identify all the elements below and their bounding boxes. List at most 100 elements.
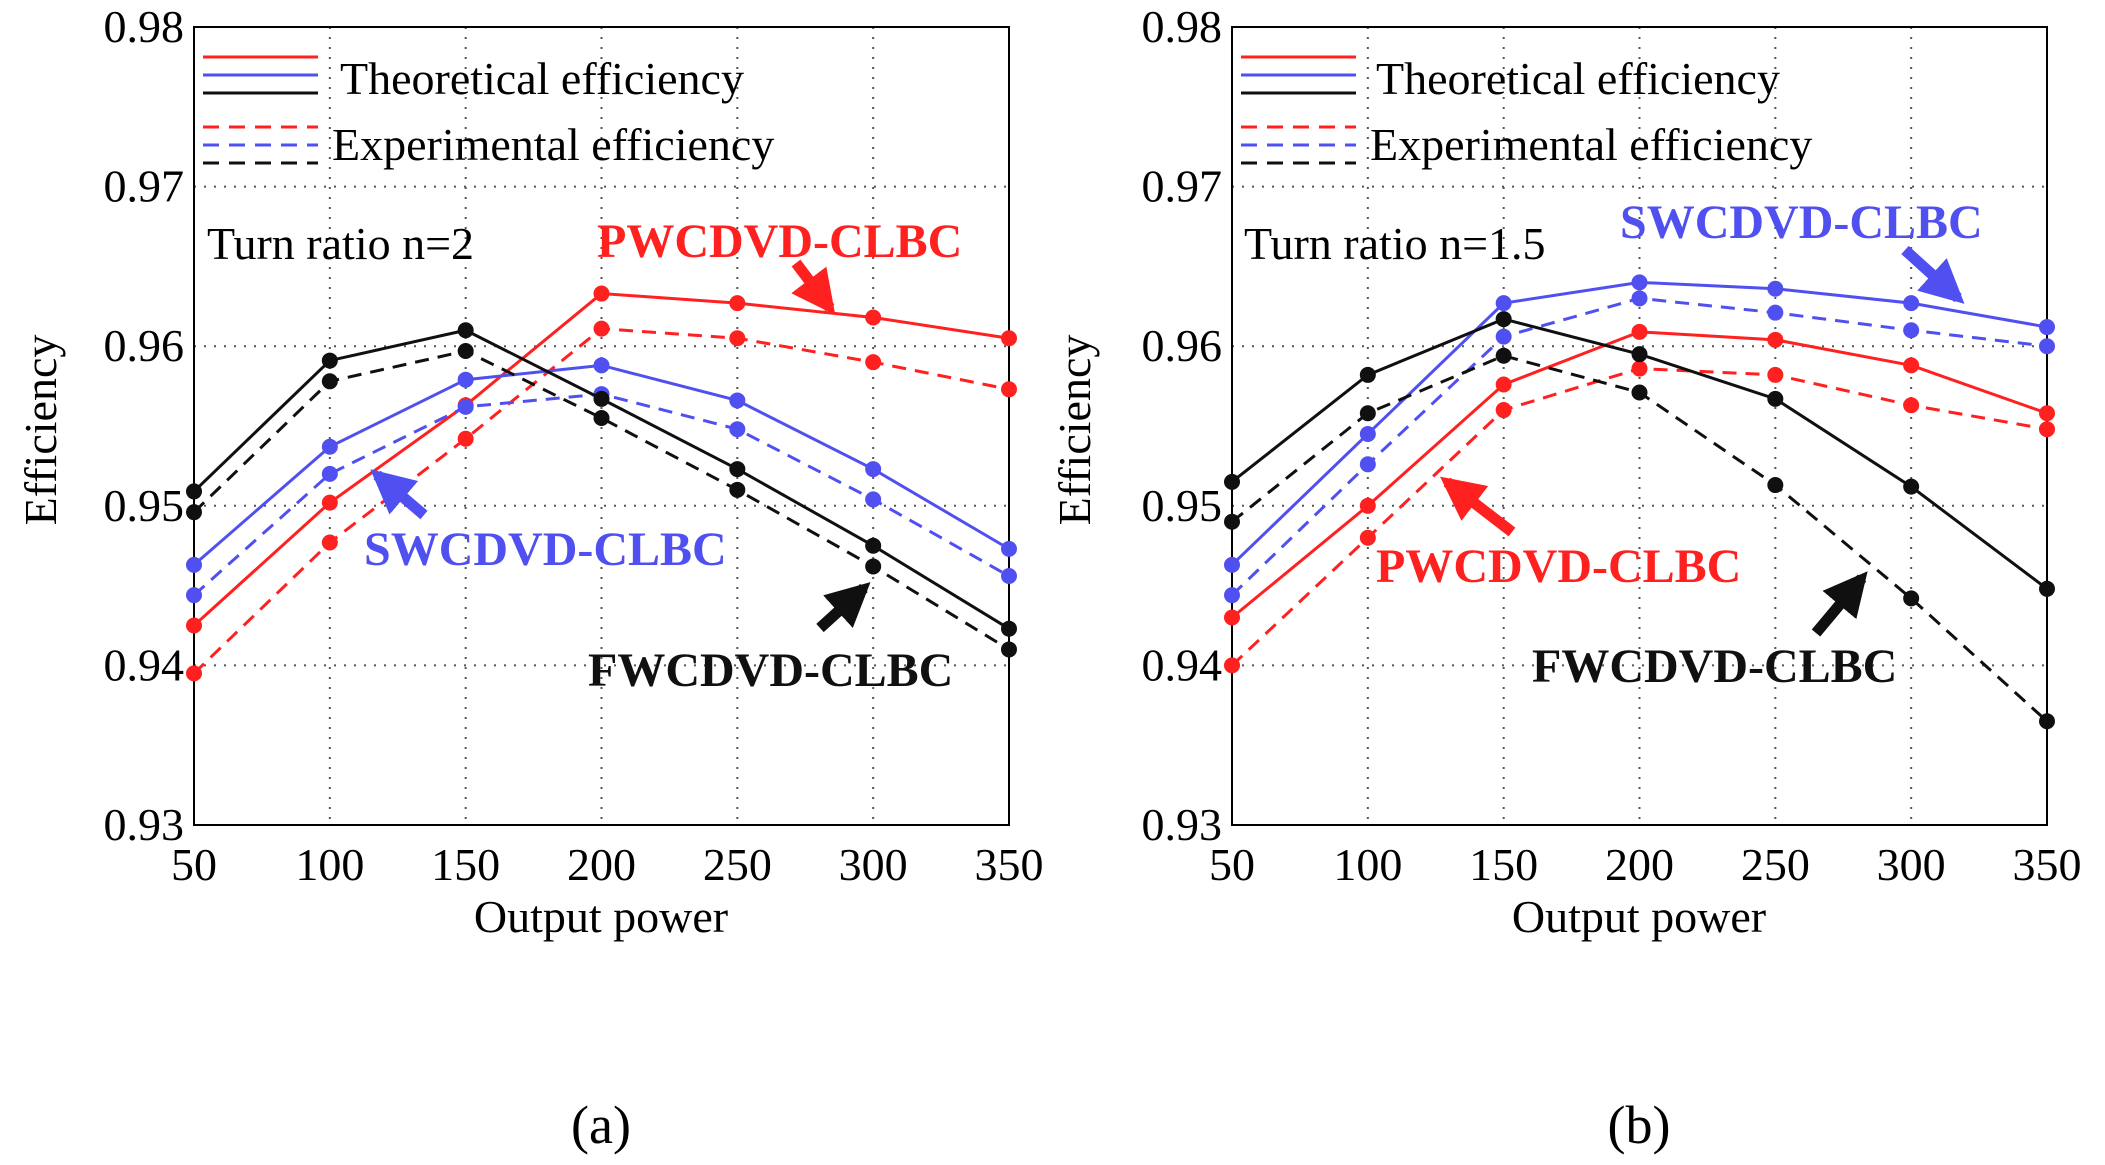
data-point: [321, 352, 338, 369]
panel-a-label-fwcdvd: FWCDVD-CLBC: [588, 644, 953, 697]
data-point: [1903, 478, 1920, 495]
panel-b-yticks: 0.93 0.94 0.95 0.96 0.97 0.98: [1142, 1, 1223, 850]
x-tick-label: 100: [1333, 839, 1402, 890]
panel-b-caption: (b): [1608, 1095, 1671, 1155]
data-point: [186, 504, 202, 521]
data-point: [457, 322, 474, 339]
data-point: [1001, 568, 1017, 585]
panel-b-turn-ratio: Turn ratio n=1.5: [1244, 218, 1546, 269]
data-point: [2039, 580, 2055, 597]
x-tick-label: 200: [567, 839, 636, 890]
data-point: [593, 357, 610, 374]
y-tick-label: 0.98: [1142, 1, 1223, 52]
panel-b-arrow-fwcdvd: [1811, 571, 1868, 637]
data-point: [1359, 405, 1376, 422]
data-point: [865, 461, 882, 478]
panel-b: 0.93 0.94 0.95 0.96 0.97 0.98 50 100 150 200 250 3…: [1049, 1, 2082, 1155]
data-point: [1359, 456, 1376, 473]
x-tick-label: 350: [2013, 839, 2082, 890]
data-point: [457, 342, 474, 359]
panel-a-turn-ratio: Turn ratio n=2: [207, 218, 474, 269]
data-point: [1224, 587, 1240, 604]
data-point: [1001, 381, 1017, 398]
panel-a-label-pwcdvd: PWCDVD-CLBC: [597, 215, 962, 268]
panel-b-label-pwcdvd: PWCDVD-CLBC: [1376, 540, 1741, 593]
x-tick-label: 350: [975, 839, 1044, 890]
y-tick-label: 0.96: [104, 320, 185, 371]
y-tick-label: 0.93: [1142, 799, 1223, 850]
data-point: [865, 537, 882, 554]
data-point: [1631, 323, 1648, 340]
x-tick-label: 50: [171, 839, 217, 890]
data-point: [1495, 376, 1512, 393]
x-tick-label: 300: [1877, 839, 1946, 890]
y-tick-label: 0.96: [1142, 320, 1223, 371]
panel-a-arrow-pwcdvd: [791, 259, 836, 316]
panel-a-arrow-fwcdvd: [816, 582, 871, 633]
panel-a-legend: Theoretical efficiency Experimental effi…: [203, 53, 774, 170]
data-point: [1001, 330, 1017, 347]
data-point: [1903, 397, 1920, 414]
x-tick-label: 200: [1605, 839, 1674, 890]
panel-a-xlabel: Output power: [474, 891, 728, 942]
x-tick-label: 250: [1741, 839, 1810, 890]
data-point: [1903, 357, 1920, 374]
panel-a-caption: (a): [571, 1095, 631, 1155]
data-point: [2039, 338, 2055, 355]
data-point: [729, 421, 746, 438]
y-tick-label: 0.94: [104, 639, 185, 690]
data-point: [865, 491, 882, 508]
data-point: [186, 556, 202, 573]
data-point: [1767, 304, 1784, 321]
data-point: [729, 392, 746, 409]
data-point: [1001, 540, 1017, 557]
data-point: [1631, 384, 1648, 401]
panel-a-xticks: 50 100 150 200 250 300 350: [171, 839, 1044, 890]
y-tick-label: 0.97: [1142, 161, 1223, 212]
x-tick-label: 150: [1469, 839, 1538, 890]
data-point: [321, 465, 338, 482]
data-point: [1224, 473, 1240, 490]
data-point: [1359, 497, 1376, 514]
data-point: [2039, 713, 2055, 730]
panel-b-ylabel: Efficiency: [1049, 335, 1100, 526]
data-point: [1903, 590, 1920, 607]
data-point: [457, 430, 474, 447]
data-point: [321, 494, 338, 511]
data-point: [1903, 295, 1920, 312]
y-tick-label: 0.95: [1142, 480, 1223, 531]
data-point: [865, 309, 882, 326]
data-point: [1495, 328, 1512, 345]
data-point: [1495, 402, 1512, 419]
data-point: [321, 373, 338, 390]
data-point: [1359, 425, 1376, 442]
y-tick-label: 0.97: [104, 161, 185, 212]
data-point: [1495, 311, 1512, 328]
panel-b-xticks: 50 100 150 200 250 300 350: [1209, 839, 2082, 890]
panel-a-series: [186, 285, 1017, 682]
data-point: [1767, 390, 1784, 407]
x-tick-label: 150: [431, 839, 500, 890]
data-point: [1631, 360, 1648, 377]
data-point: [321, 438, 338, 455]
y-tick-label: 0.95: [104, 480, 185, 531]
data-point: [1631, 274, 1648, 291]
series-line: [192, 327, 1010, 675]
data-point: [1359, 529, 1376, 546]
data-point: [1359, 366, 1376, 383]
data-point: [321, 534, 338, 551]
data-point: [1224, 609, 1240, 626]
data-point: [1767, 366, 1784, 383]
panel-b-arrow-swcdvd: [1901, 245, 1965, 304]
panel-a-arrow-swcdvd: [370, 469, 428, 520]
panel-b-series: [1224, 274, 2055, 730]
panel-a: 0.93 0.94 0.95 0.96 0.97 0.98 50 100 150 200 250 3…: [15, 1, 1044, 1155]
data-point: [1495, 295, 1512, 312]
y-tick-label: 0.93: [104, 799, 185, 850]
data-point: [865, 354, 882, 371]
data-point: [1767, 280, 1784, 297]
panel-b-label-fwcdvd: FWCDVD-CLBC: [1532, 640, 1897, 693]
legend-label-theoretical: Theoretical efficiency: [340, 53, 744, 104]
data-point: [1495, 347, 1512, 364]
